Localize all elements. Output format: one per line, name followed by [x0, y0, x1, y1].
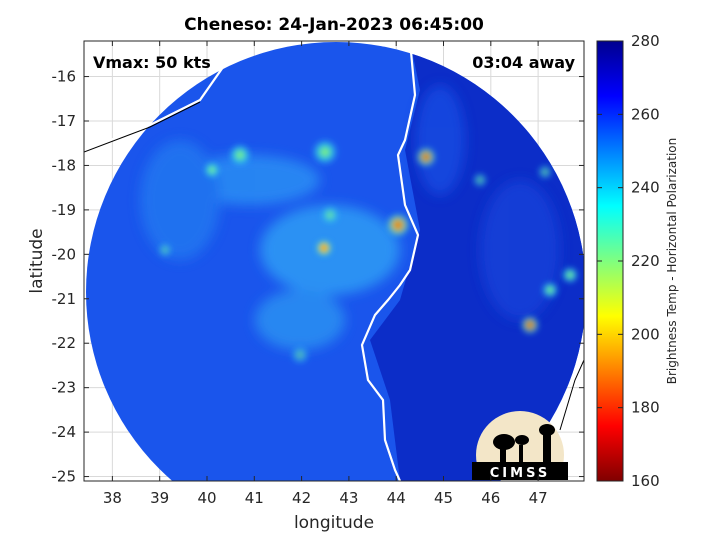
x-tick-label: 44	[387, 489, 406, 507]
colorbar-label: Brightness Temp - Horizontal Polarizatio…	[665, 138, 679, 385]
x-tick-label: 42	[292, 489, 311, 507]
x-tick-label: 40	[197, 489, 216, 507]
vmax-annotation: Vmax: 50 kts	[93, 53, 211, 72]
y-tick-label: -23	[52, 379, 77, 397]
x-axis-label: longitude	[294, 513, 374, 533]
colorbar-ticks: 160 180 200 220 240 260 280	[597, 32, 660, 490]
colorbar-tick-label: 220	[631, 252, 660, 270]
x-axis: 38 39 40 41 42 43 44 45 46 47	[103, 41, 548, 507]
y-tick-label: -25	[52, 468, 77, 486]
colorbar-tick-label: 240	[631, 179, 660, 197]
colorbar-tick-label: 180	[631, 399, 660, 417]
colorbar-tick-label: 280	[631, 32, 660, 50]
coastline	[84, 41, 546, 481]
y-tick-label: -19	[52, 201, 77, 219]
x-tick-label: 47	[529, 489, 548, 507]
x-tick-label: 41	[245, 489, 264, 507]
y-tick-label: -17	[52, 112, 77, 130]
y-tick-label: -18	[52, 156, 77, 174]
y-tick-label: -24	[52, 423, 77, 441]
x-tick-label: 39	[150, 489, 169, 507]
x-tick-label: 45	[434, 489, 453, 507]
cimss-logo: CIMSS	[472, 411, 568, 481]
brightness-temp-image	[84, 41, 584, 481]
colorbar-tick-label: 200	[631, 325, 660, 343]
colorbar-tick-label: 260	[631, 105, 660, 123]
x-tick-label: 46	[481, 489, 500, 507]
colorbar-tick-label: 160	[631, 472, 660, 490]
y-axis: -16 -17 -18 -19 -20 -21 -22 -23 -24 -25	[52, 68, 584, 486]
x-tick-label: 43	[339, 489, 358, 507]
chart-title: Cheneso: 24-Jan-2023 06:45:00	[184, 15, 484, 35]
y-tick-label: -20	[52, 245, 77, 263]
y-tick-label: -22	[52, 334, 77, 352]
y-tick-label: -16	[52, 68, 77, 86]
y-axis-label: latitude	[27, 228, 47, 293]
x-tick-label: 38	[103, 489, 122, 507]
time-away-annotation: 03:04 away	[472, 53, 575, 72]
y-tick-label: -21	[52, 290, 77, 308]
logo-text: CIMSS	[490, 466, 550, 481]
